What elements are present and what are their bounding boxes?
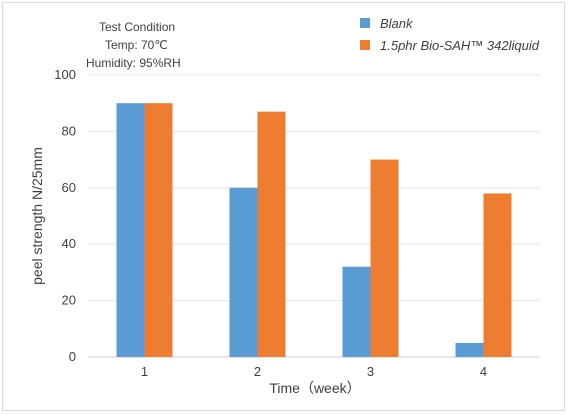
x-axis-ticks: 1 2 3 4: [141, 364, 487, 379]
x-tick-label: 2: [254, 364, 261, 379]
y-axis-ticks: 0 20 40 60 80 100: [54, 67, 76, 364]
x-tick-label: 3: [367, 364, 374, 379]
bar-blank: [455, 342, 484, 357]
bar-blank: [229, 187, 258, 357]
legend-label: 1.5phr Bio-SAH™ 342liquid: [380, 38, 540, 53]
y-axis-label: peel strength N/25mm: [29, 147, 45, 285]
bars: [116, 103, 512, 357]
bar-bio-sah: [370, 159, 399, 357]
legend-label: Blank: [380, 16, 414, 31]
y-tick-label: 100: [54, 67, 76, 82]
bar-blank: [342, 266, 371, 357]
bar-blank: [116, 103, 145, 357]
x-tick-label: 4: [480, 364, 487, 379]
y-tick-label: 80: [62, 123, 76, 138]
y-tick-label: 60: [62, 180, 76, 195]
y-tick-label: 20: [62, 293, 76, 308]
condition-humidity: Humidity: 95%RH: [86, 56, 181, 70]
bar-bio-sah: [257, 111, 286, 357]
bar-bio-sah: [483, 193, 512, 357]
x-tick-label: 1: [141, 364, 148, 379]
legend: Blank 1.5phr Bio-SAH™ 342liquid: [360, 16, 540, 53]
legend-swatch: [360, 40, 370, 50]
bar-bio-sah: [144, 103, 173, 357]
y-tick-label: 40: [62, 236, 76, 251]
legend-swatch: [360, 18, 370, 28]
condition-heading: Test Condition: [99, 20, 176, 34]
y-tick-label: 0: [69, 349, 76, 364]
x-axis-label: Time（week）: [269, 380, 360, 396]
condition-temp: Temp: 70℃: [105, 38, 168, 52]
